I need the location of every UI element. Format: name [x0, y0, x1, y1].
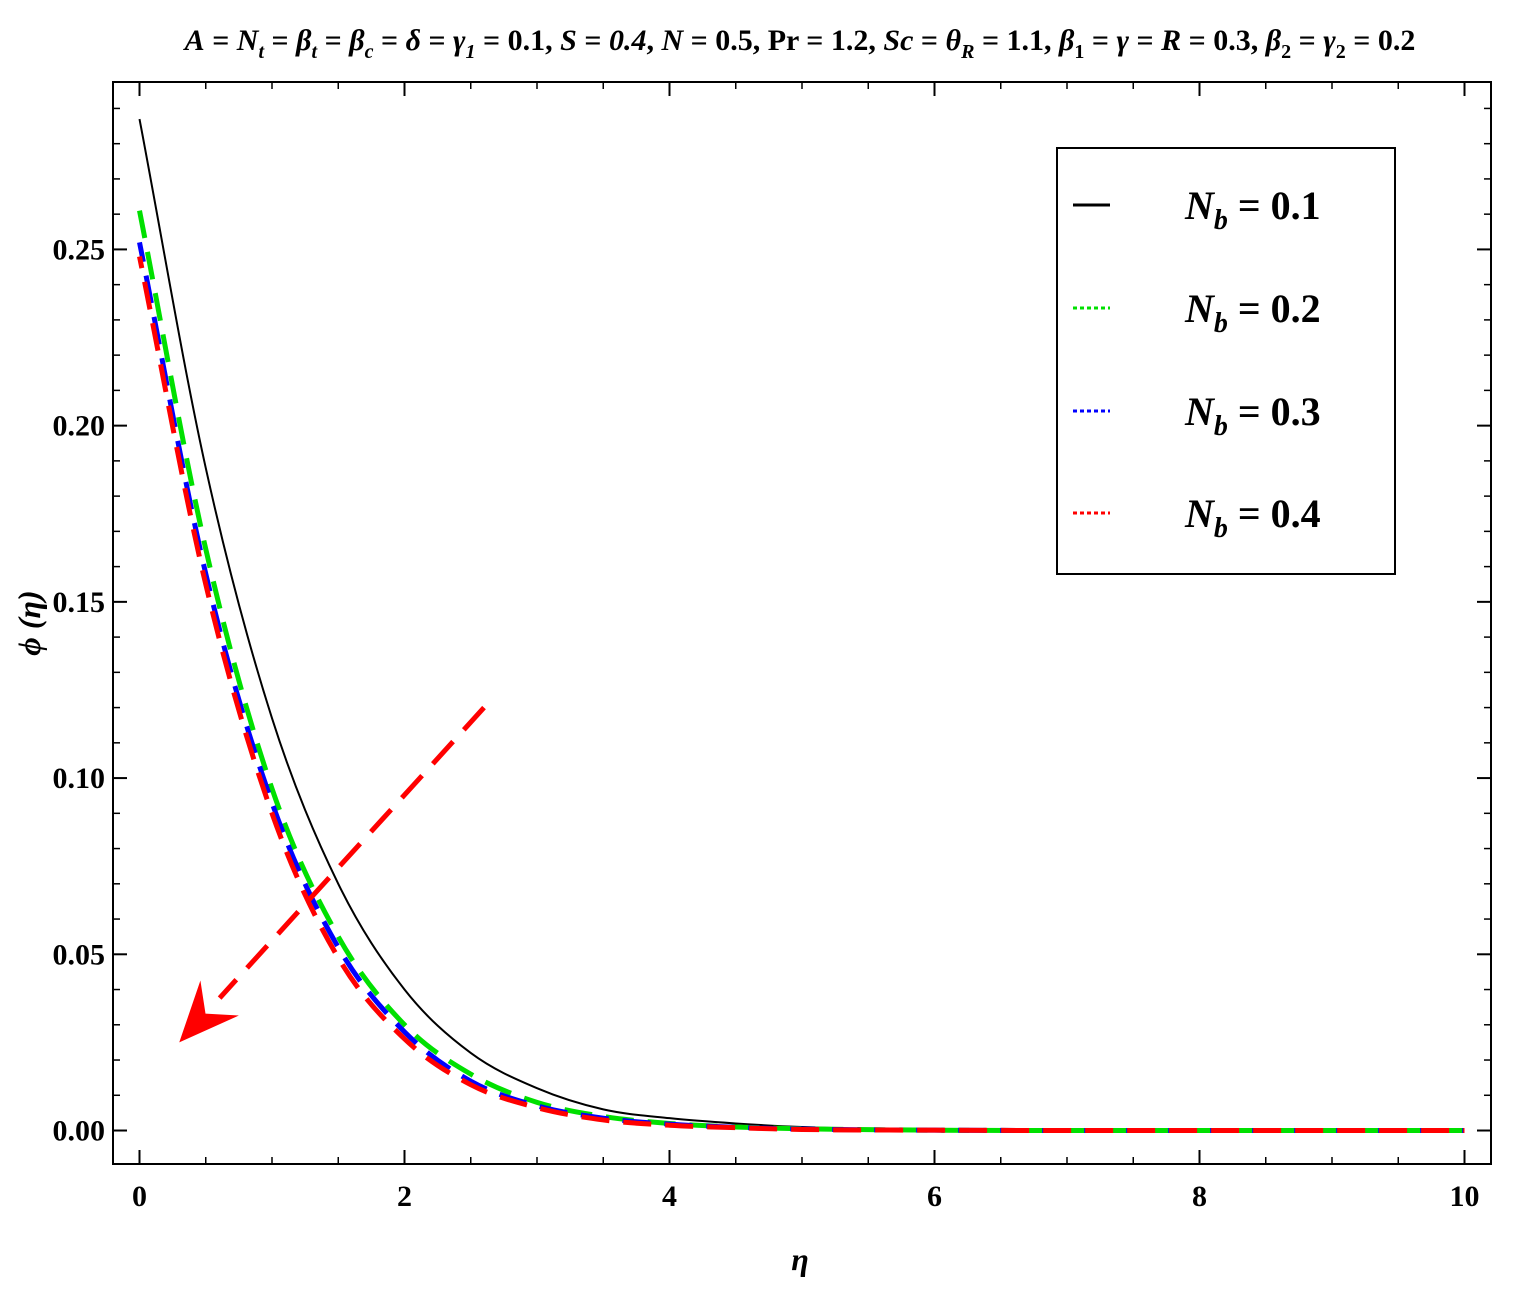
series-lines	[137, 118, 1465, 1134]
y-axis-label: ϕ (η)	[11, 590, 47, 655]
y-tick-label: 0.20	[53, 410, 106, 443]
series-line-4	[137, 255, 1465, 1134]
arrow-shaft	[217, 705, 486, 1000]
legend-label-3: Nb = 0.3	[1184, 389, 1321, 442]
legend: Nb = 0.1 Nb = 0.2 Nb = 0.3 Nb = 0.4	[1056, 147, 1396, 575]
legend-box	[1056, 147, 1396, 575]
x-tick-label: 10	[1450, 1180, 1480, 1213]
chart-title: A = Nt = βt = βc = δ = γ1 = 0.1, S = 0.4…	[183, 24, 1416, 63]
y-tick-label: 0.00	[53, 1115, 106, 1148]
x-tick-label: 0	[132, 1180, 147, 1213]
x-tick-label: 8	[1192, 1180, 1207, 1213]
annotation-arrow	[179, 705, 486, 1043]
tick-labels: 0 2 4 6 8 10 0.00 0.05 0.10 0.15 0.20 0.25	[53, 233, 1480, 1213]
x-axis-label: η	[791, 1241, 809, 1277]
x-tick-label: 4	[662, 1180, 677, 1213]
y-tick-label: 0.25	[53, 233, 106, 266]
y-tick-label: 0.15	[53, 586, 106, 619]
y-tick-label: 0.10	[53, 762, 106, 795]
x-tick-label: 6	[927, 1180, 942, 1213]
tick-marks	[113, 82, 1491, 1164]
legend-label-4: Nb = 0.4	[1184, 491, 1321, 544]
y-tick-label: 0.05	[53, 938, 106, 971]
legend-label-2: Nb = 0.2	[1184, 286, 1321, 339]
x-tick-label: 2	[397, 1180, 412, 1213]
legend-label-1: Nb = 0.1	[1184, 183, 1321, 236]
arrow-head	[179, 980, 239, 1043]
